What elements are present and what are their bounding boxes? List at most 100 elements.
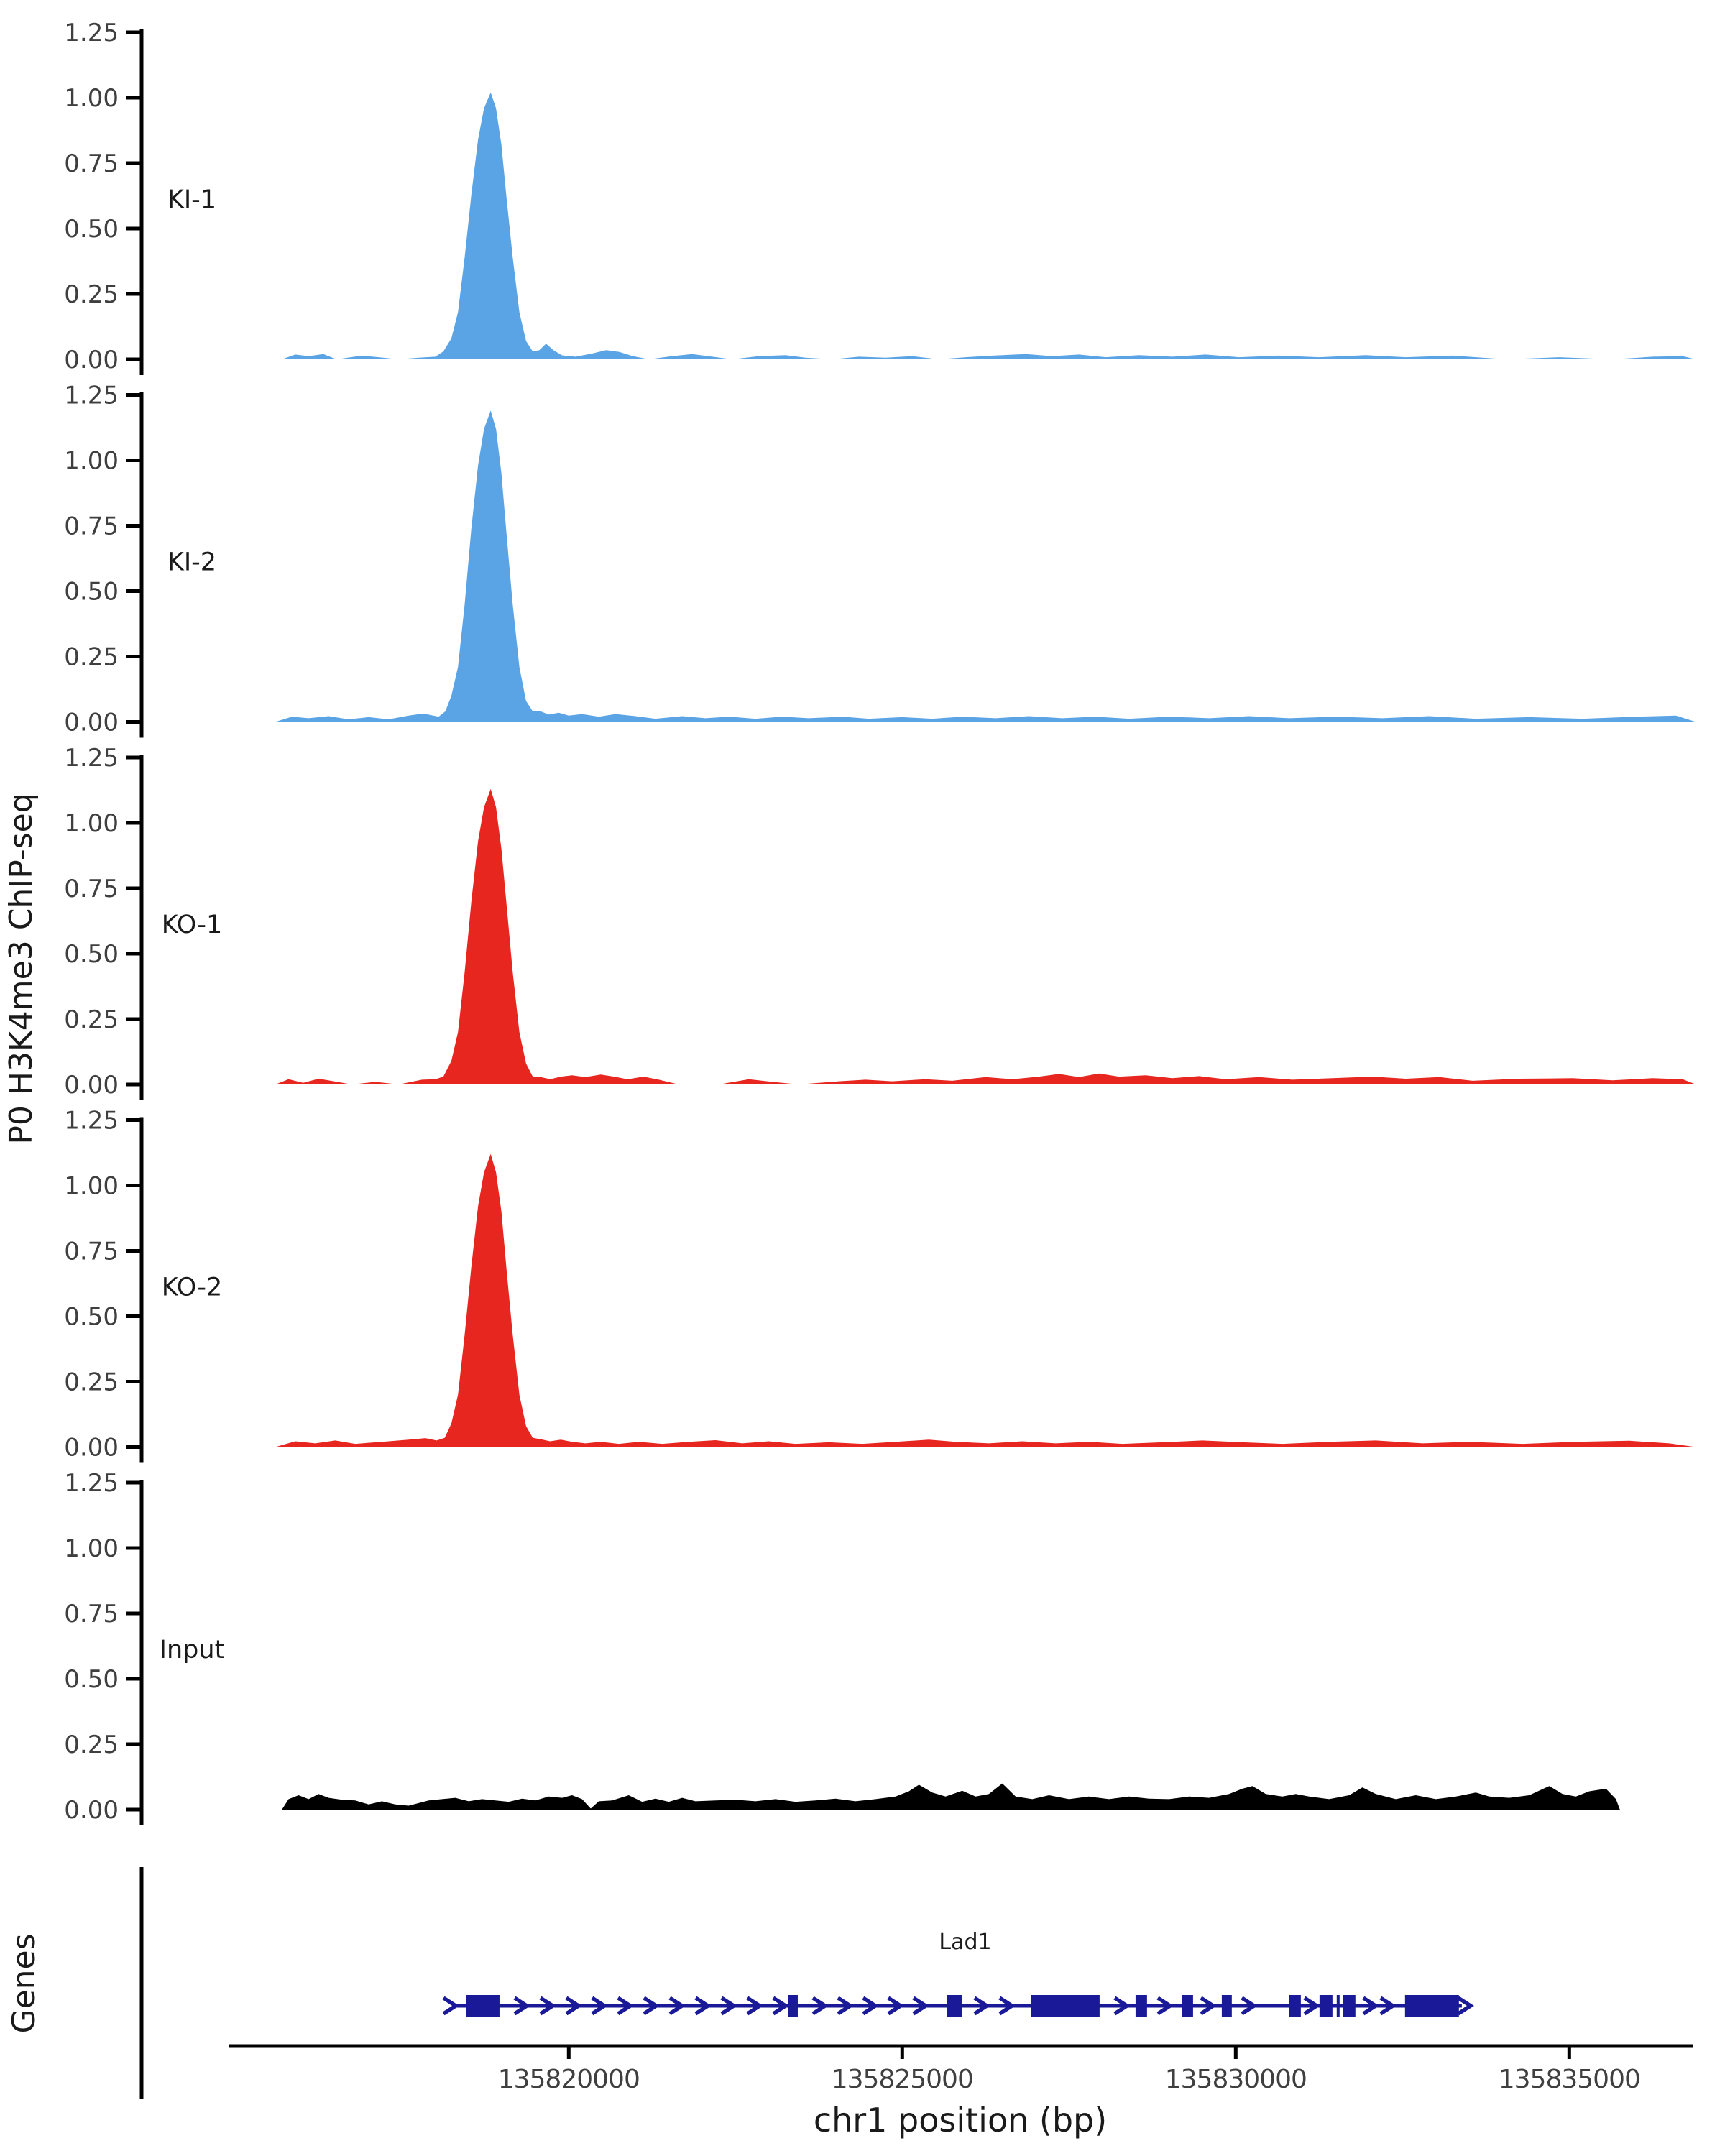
- y-axis-line: [139, 755, 144, 1100]
- y-tick-label: 0.25: [64, 1368, 119, 1397]
- x-tick-mark: [1233, 2047, 1238, 2059]
- gene-name-label: Lad1: [939, 1930, 991, 1955]
- y-tick-mark: [126, 357, 142, 361]
- y-tick-mark: [126, 292, 142, 296]
- y-tick-label: 1.00: [64, 809, 119, 838]
- strand-arrow-icon: [1379, 1996, 1397, 2016]
- y-tick-mark: [126, 1445, 142, 1449]
- strand-arrow-icon: [837, 1996, 854, 2016]
- y-axis-line: [139, 1117, 144, 1463]
- track-panel-KI-1: 0.00 0.25 0.50 0.75 1.00 1.25 KI-1: [64, 19, 1696, 375]
- y-tick-mark: [126, 1742, 142, 1746]
- y-tick-mark: [126, 96, 142, 100]
- signal-area-KO-2: [275, 1153, 1696, 1447]
- y-tick-mark: [126, 226, 142, 231]
- strand-arrow-icon: [912, 1996, 929, 2016]
- y-tick-label: 0.25: [64, 1005, 119, 1034]
- y-tick-label: 0.75: [64, 149, 119, 178]
- exon-rect: [1289, 1995, 1301, 2017]
- y-tick-label: 0.50: [64, 578, 119, 607]
- x-tick-label: 135835000: [1499, 2065, 1640, 2094]
- y-tick-label: 0.00: [64, 709, 119, 737]
- y-tick-mark: [126, 755, 142, 760]
- y-tick-mark: [126, 1677, 142, 1681]
- y-axis-line: [139, 1480, 144, 1825]
- strand-arrow-icon: [1156, 1996, 1174, 2016]
- exon-rect: [1404, 1995, 1459, 2017]
- track-name-label: KI-2: [167, 548, 216, 577]
- y-tick-label: 0.25: [64, 280, 119, 309]
- y-tick-mark: [126, 1017, 142, 1021]
- track-panel-Input: 0.00 0.25 0.50 0.75 1.00 1.25 Input: [64, 1469, 1620, 1825]
- y-tick-label: 1.00: [64, 447, 119, 476]
- exon-rect: [947, 1995, 962, 2017]
- strand-arrow-icon: [887, 1996, 904, 2016]
- strand-arrow-icon: [591, 1996, 608, 2016]
- strand-arrow-icon: [1303, 1996, 1320, 2016]
- x-tick-mark: [566, 2047, 571, 2059]
- y-tick-label: 0.00: [64, 1796, 119, 1825]
- track-panel-KO-2: 0.00 0.25 0.50 0.75 1.00 1.25 KO-2: [64, 1107, 1696, 1463]
- y-tick-mark: [126, 1082, 142, 1087]
- y-tick-label: 1.25: [64, 19, 119, 47]
- y-tick-mark: [126, 459, 142, 462]
- x-tick-label: 135820000: [498, 2065, 640, 2094]
- signal-area-KO-1: [275, 788, 1696, 1084]
- genes-axis-line: [139, 1867, 144, 2099]
- strand-arrow-icon: [694, 1996, 712, 2016]
- genes-panel-label: Genes: [6, 1933, 42, 2033]
- y-tick-label: 0.50: [64, 940, 119, 969]
- y-tick-label: 0.75: [64, 512, 119, 541]
- y-tick-mark: [126, 952, 142, 956]
- y-tick-label: 0.00: [64, 1071, 119, 1100]
- strand-arrow-icon: [617, 1996, 634, 2016]
- y-tick-mark: [126, 1546, 142, 1550]
- strand-arrow-icon: [1200, 1996, 1217, 2016]
- track-panel-KI-2: 0.00 0.25 0.50 0.75 1.00 1.25 KI-2: [64, 382, 1696, 738]
- y-tick-mark: [126, 655, 142, 658]
- y-tick-label: 0.25: [64, 1731, 119, 1759]
- strand-arrow-icon: [565, 1996, 583, 2016]
- y-tick-label: 1.00: [64, 84, 119, 113]
- strand-arrow-icon: [513, 1996, 530, 2016]
- y-tick-mark: [126, 821, 142, 825]
- y-tick-mark: [126, 161, 142, 165]
- signal-area-KI-2: [275, 410, 1696, 722]
- y-tick-mark: [126, 1314, 142, 1318]
- strand-arrow-icon: [973, 1996, 990, 2016]
- signal-area-KI-1: [282, 92, 1696, 359]
- strand-arrow-icon: [720, 1996, 737, 2016]
- x-axis-line: [229, 2044, 1693, 2048]
- exon-rect: [788, 1995, 798, 2017]
- y-tick-mark: [126, 1611, 142, 1616]
- y-tick-mark: [126, 1380, 142, 1383]
- y-axis-line: [139, 392, 144, 738]
- coverage-tracks-group: 0.00 0.25 0.50 0.75 1.00 1.25 KI-1 0.00 0.25 0.50…: [64, 19, 1696, 1825]
- y-tick-label: 0.75: [64, 1600, 119, 1628]
- y-tick-mark: [126, 1118, 142, 1122]
- strand-arrow-icon: [1113, 1996, 1131, 2016]
- y-tick-mark: [126, 30, 142, 34]
- y-tick-mark: [126, 524, 142, 528]
- x-axis-group: 135820000 135825000 135830000 135835000: [229, 2044, 1693, 2094]
- y-tick-label: 0.50: [64, 1303, 119, 1332]
- strand-arrow-icon: [811, 1996, 829, 2016]
- strand-arrow-icon: [1241, 1996, 1258, 2016]
- exon-rect: [1221, 1995, 1232, 2017]
- strand-arrow-icon: [1457, 1996, 1474, 2016]
- strand-arrow-icon: [442, 1996, 460, 2016]
- y-axis-title: P0 H3K4me3 ChIP-seq: [3, 793, 40, 1144]
- exon-rect: [1135, 1995, 1147, 2017]
- x-tick-mark: [1567, 2047, 1571, 2059]
- y-tick-label: 1.25: [64, 382, 119, 410]
- y-tick-label: 0.75: [64, 1238, 119, 1266]
- y-tick-mark: [126, 1807, 142, 1812]
- strand-arrow-icon: [1362, 1996, 1379, 2016]
- x-axis-title: chr1 position (bp): [814, 2101, 1107, 2139]
- strand-arrow-icon: [998, 1996, 1016, 2016]
- strand-arrow-icon: [772, 1996, 789, 2016]
- exon-rect: [1319, 1995, 1333, 2017]
- y-tick-mark: [126, 589, 142, 593]
- y-tick-label: 0.00: [64, 346, 119, 374]
